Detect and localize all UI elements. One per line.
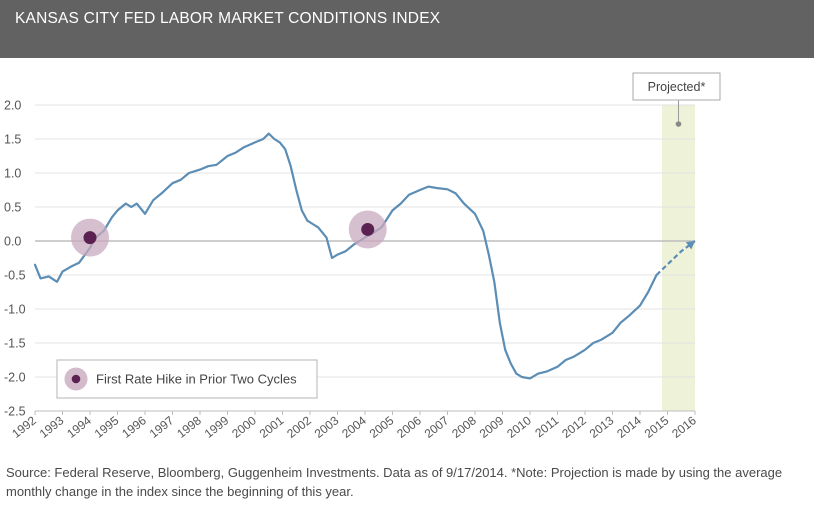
y-tick-label: 2.0 <box>4 99 21 113</box>
x-tick-label: 2014 <box>614 413 644 441</box>
projection-arrowhead <box>685 241 695 250</box>
chart-title: KANSAS CITY FED LABOR MARKET CONDITIONS … <box>15 10 441 27</box>
legend-marker <box>71 374 81 384</box>
rate-hike-marker <box>83 231 97 245</box>
projected-label: Projected* <box>648 80 706 94</box>
x-tick-label: 1996 <box>119 413 149 441</box>
x-tick-label: 2005 <box>367 413 397 441</box>
x-tick-label: 2015 <box>642 413 672 441</box>
x-tick-label: 1999 <box>202 413 232 441</box>
y-tick-label: 0.5 <box>4 201 21 215</box>
x-tick-label: 2009 <box>477 413 507 441</box>
y-tick-label: -2.0 <box>4 371 26 385</box>
x-tick-label: 2000 <box>229 413 259 441</box>
projected-band <box>662 105 695 411</box>
legend-box <box>56 359 318 399</box>
projection-line <box>655 240 696 276</box>
y-tick-label: -0.5 <box>4 269 26 283</box>
title-bar: KANSAS CITY FED LABOR MARKET CONDITIONS … <box>0 0 814 58</box>
x-tick-label: 2008 <box>449 413 479 441</box>
x-tick-label: 1995 <box>92 413 122 441</box>
x-tick-label: 2004 <box>339 413 369 441</box>
x-tick-label: 1997 <box>147 413 177 441</box>
x-tick-label: 1998 <box>174 413 204 441</box>
x-tick-label: 2003 <box>312 413 342 441</box>
rate-hike-marker <box>361 222 375 236</box>
y-tick-label: 0.0 <box>4 235 21 249</box>
source-note: Source: Federal Reserve, Bloomberg, Gugg… <box>6 465 783 499</box>
legend-label: First Rate Hike in Prior Two Cycles <box>96 372 297 387</box>
x-tick-label: 1993 <box>37 413 67 441</box>
x-tick-label: 2010 <box>504 413 534 441</box>
y-tick-label: -1.5 <box>4 337 26 351</box>
x-tick-label: 2013 <box>587 413 617 441</box>
x-tick-label: 2016 <box>669 413 699 441</box>
projected-dot <box>675 121 682 127</box>
y-tick-label: 1.0 <box>4 167 21 181</box>
x-tick-label: 1994 <box>64 413 94 441</box>
projected-label-box <box>632 72 721 101</box>
x-tick-label: 2002 <box>284 413 314 441</box>
y-tick-label: 1.5 <box>4 133 21 147</box>
y-tick-label: -2.5 <box>4 405 26 419</box>
x-tick-label: 2007 <box>422 413 452 441</box>
x-tick-label: 2011 <box>532 413 561 440</box>
labor-market-index-chart: 2.01.51.00.50.0-0.5-1.0-1.5-2.0-2.519921… <box>4 72 721 441</box>
index-line <box>33 132 658 380</box>
x-tick-label: 2006 <box>394 413 424 441</box>
y-tick-label: -1.0 <box>4 303 26 317</box>
x-tick-label: 2012 <box>559 413 589 441</box>
x-tick-label: 2001 <box>257 413 287 441</box>
